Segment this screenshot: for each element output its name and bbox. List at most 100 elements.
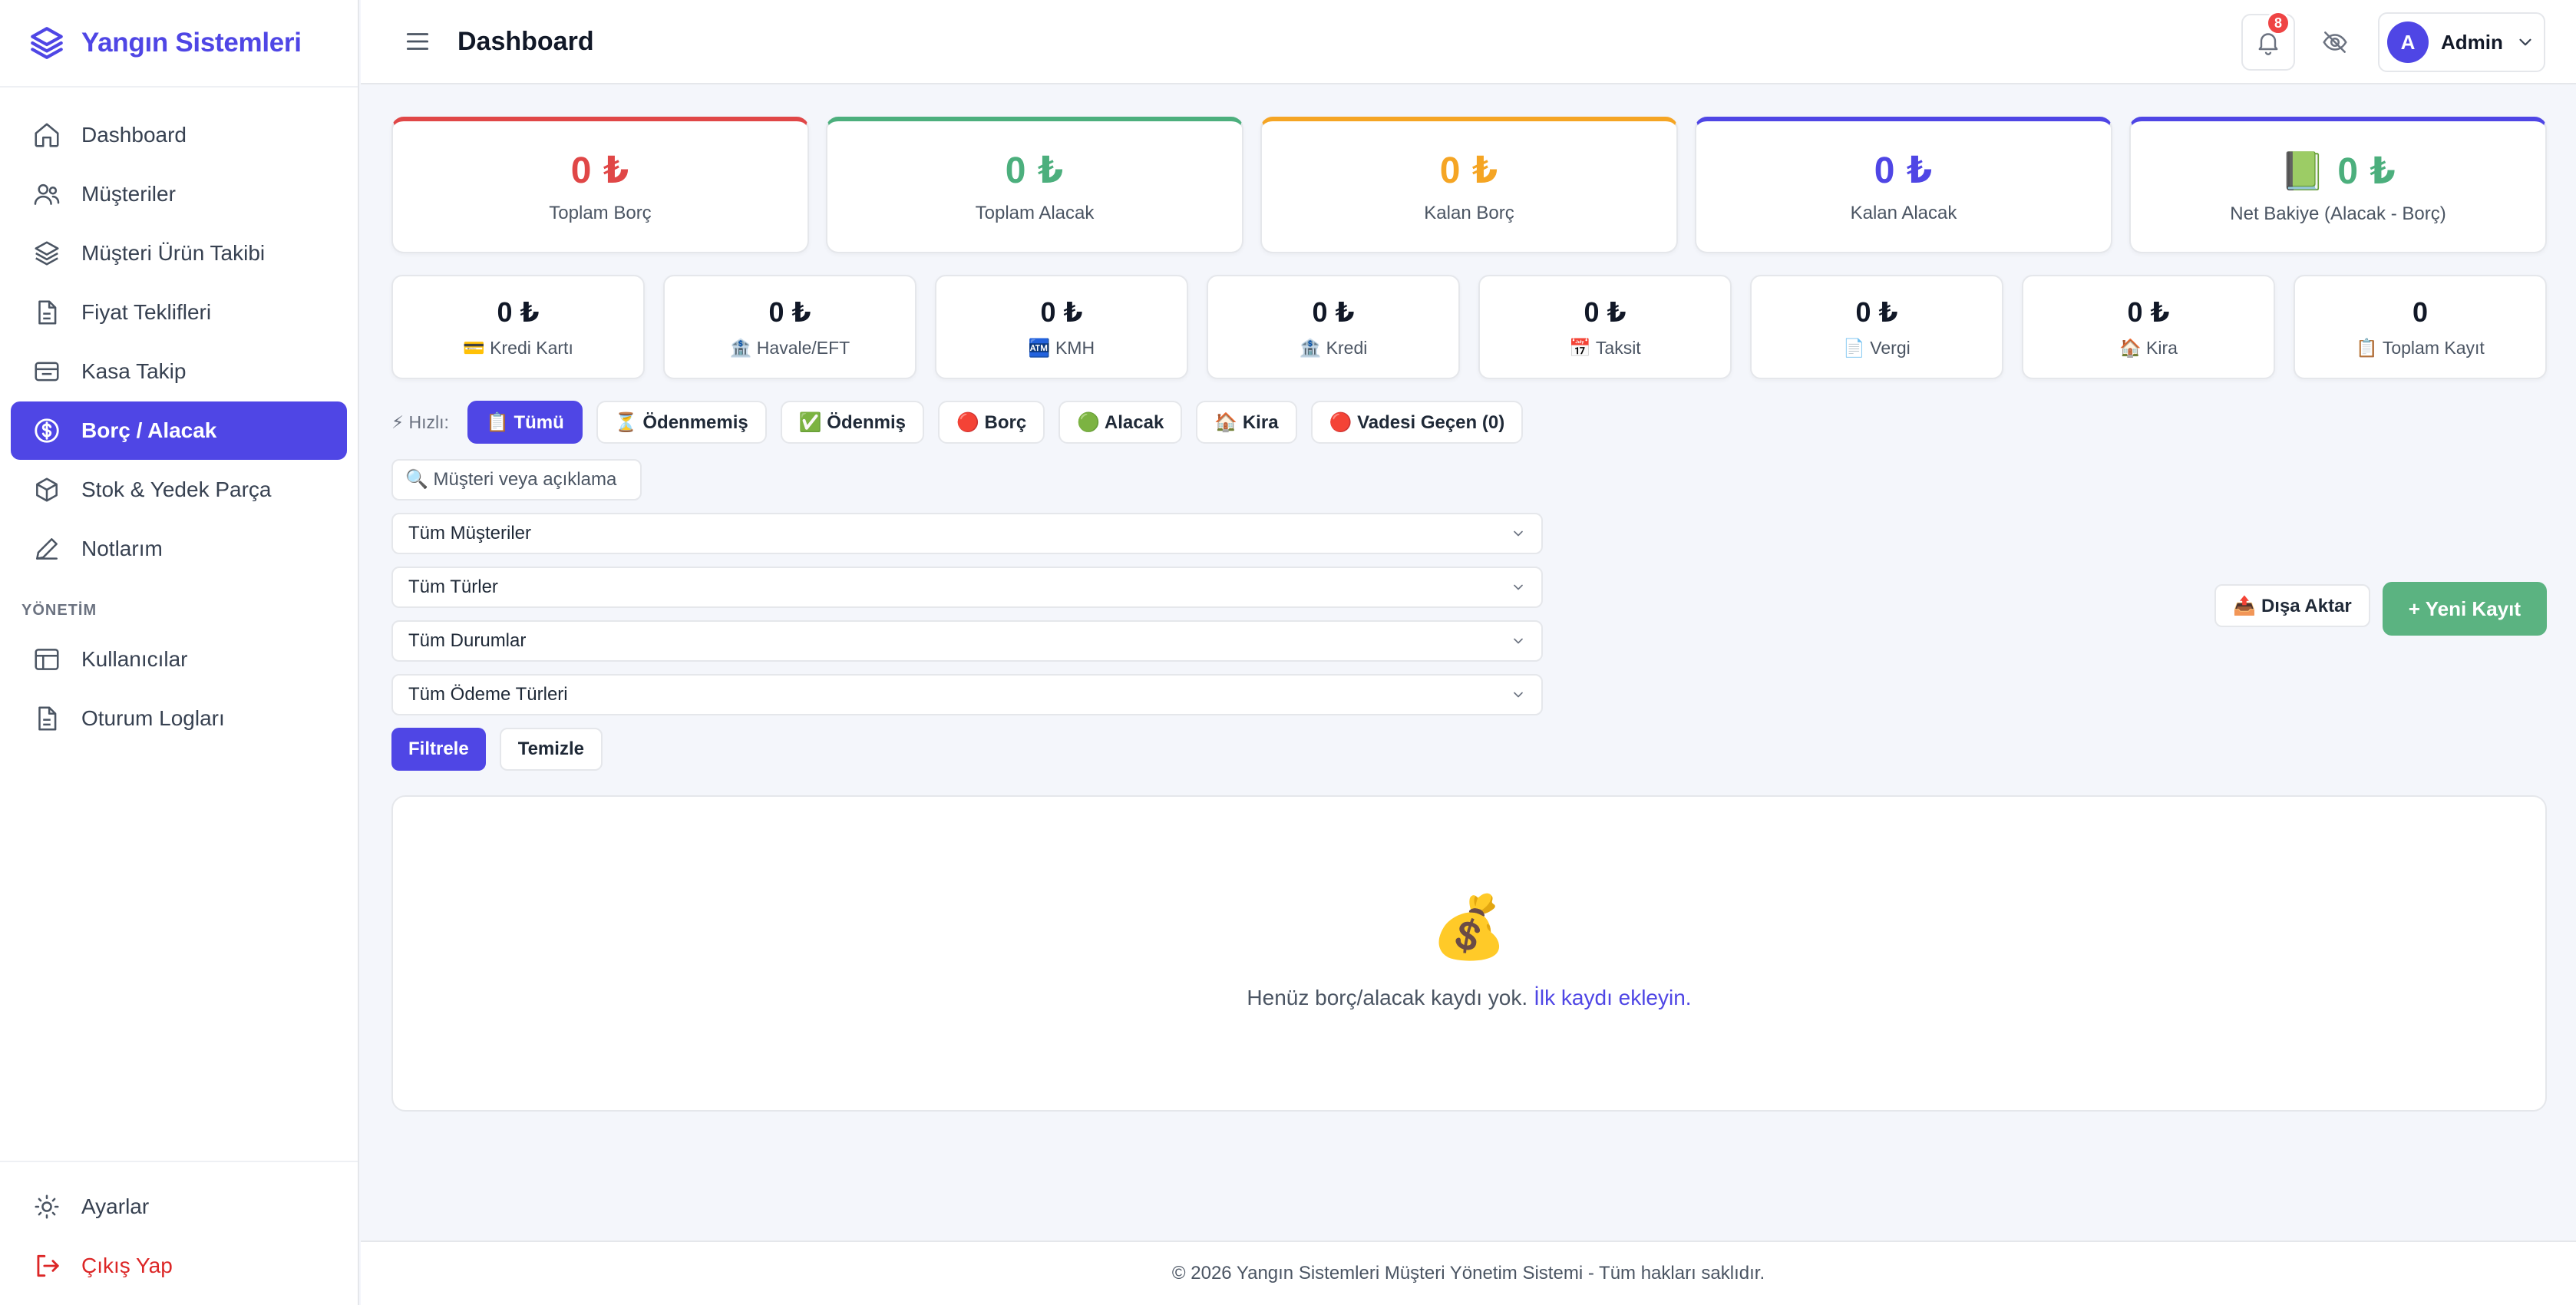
quick-filter-unpaid[interactable]: ⏳ Ödenmemiş [596, 401, 767, 444]
type-select[interactable]: Tüm Türler [391, 567, 1543, 608]
main-content: 0 ₺ Toplam Borç 0 ₺ Toplam Alacak 0 ₺ Ka… [391, 117, 2547, 1112]
mini-stat-rent: 0 ₺ 🏠 Kira [2022, 275, 2275, 379]
sidebar-item-session-logs[interactable]: Oturum Logları [11, 689, 347, 748]
quick-filter-rent[interactable]: 🏠 Kira [1196, 401, 1297, 444]
cashbox-icon [32, 357, 61, 386]
filter-button[interactable]: Filtrele [391, 728, 486, 771]
stat-value: 0 ₺ [1439, 150, 1499, 191]
stat-value: 0 ₺ [1005, 150, 1065, 191]
quick-filter-paid[interactable]: ✅ Ödenmiş [780, 401, 924, 444]
sidebar-item-notes[interactable]: Notlarım [11, 520, 347, 578]
brand-name: Yangın Sistemleri [81, 28, 302, 58]
sidebar-item-dashboard[interactable]: Dashboard [11, 106, 347, 164]
mini-stat-value: 0 ₺ [1312, 296, 1355, 328]
mini-stat-value: 0 ₺ [1584, 296, 1627, 328]
quick-filter-overdue[interactable]: 🔴 Vadesi Geçen (0) [1310, 401, 1524, 444]
stat-card-total-debt: 0 ₺ Toplam Borç [391, 117, 809, 253]
sidebar-item-customers[interactable]: Müşteriler [11, 165, 347, 223]
sidebar-item-label: Notlarım [81, 537, 163, 560]
mini-stat-transfer: 0 ₺ 🏦 Havale/EFT [663, 275, 916, 379]
notifications-button[interactable]: 8 [2241, 11, 2295, 71]
add-first-record-link[interactable]: İlk kaydı ekleyin. [1534, 986, 1692, 1009]
quick-filters-label: ⚡ Hızlı: [391, 411, 449, 432]
mini-stat-label: 📄 Vergi [1843, 337, 1911, 358]
sidebar-section-title: YÖNETİM [21, 602, 97, 619]
logout-icon [32, 1251, 61, 1280]
brand[interactable]: Yangın Sistemleri [0, 0, 358, 88]
mini-stat-label: 🏧 KMH [1028, 337, 1095, 358]
sidebar-item-settings[interactable]: Ayarlar [11, 1178, 347, 1236]
page-title: Dashboard [457, 26, 594, 56]
sidebar-item-label: Müşteriler [81, 182, 176, 206]
hide-values-button[interactable] [2312, 19, 2358, 65]
select-value: Tüm Durumlar [408, 630, 527, 651]
sidebar-item-label: Dashboard [81, 123, 187, 147]
chevron-down-icon [1511, 687, 1526, 702]
sidebar-item-stock[interactable]: Stok & Yedek Parça [11, 461, 347, 519]
quick-filter-all[interactable]: 📋 Tümü [467, 401, 583, 444]
notification-count-badge: 8 [2266, 11, 2290, 35]
header-actions: 8 A Admin [2241, 11, 2545, 72]
sidebar-item-quotes[interactable]: Fiyat Teklifleri [11, 283, 347, 342]
mini-stat-value: 0 ₺ [1855, 296, 1898, 328]
stat-card-total-credit: 0 ₺ Toplam Alacak [826, 117, 1243, 253]
sidebar-item-logout[interactable]: Çıkış Yap [11, 1237, 347, 1295]
status-select[interactable]: Tüm Durumlar [391, 620, 1543, 662]
bell-icon [2254, 28, 2282, 56]
mini-stat-value: 0 ₺ [768, 296, 811, 328]
mini-stat-tax: 0 ₺ 📄 Vergi [1750, 275, 2003, 379]
sidebar-item-label: Çıkış Yap [81, 1254, 173, 1277]
sidebar-item-label: Müşteri Ürün Takibi [81, 241, 266, 265]
user-menu[interactable]: A Admin [2378, 12, 2545, 72]
stat-value: 0 ₺ [1874, 150, 1934, 191]
dollar-circle-icon [32, 416, 61, 445]
mini-stat-label: 💳 Kredi Kartı [463, 337, 573, 358]
stat-label: Kalan Alacak [1850, 203, 1957, 223]
sun-gear-icon [32, 1192, 61, 1221]
filter-form: Tüm Müşteriler Tüm Türler Tüm Durumlar T… [391, 459, 2547, 771]
record-actions: 📤 Dışa Aktar + Yeni Kayıt [2214, 576, 2547, 636]
avatar: A [2387, 21, 2429, 63]
records-empty-state: 💰 Henüz borç/alacak kaydı yok. İlk kaydı … [391, 795, 2547, 1112]
payment-type-stats: 0 ₺ 💳 Kredi Kartı 0 ₺ 🏦 Havale/EFT 0 ₺ 🏧… [391, 275, 2547, 379]
layers-icon [32, 239, 61, 268]
new-record-button[interactable]: + Yeni Kayıt [2382, 582, 2547, 636]
payment-type-select[interactable]: Tüm Ödeme Türleri [391, 674, 1543, 715]
file-icon [32, 298, 61, 327]
sidebar-item-cash[interactable]: Kasa Takip [11, 342, 347, 401]
chevron-down-icon [1511, 526, 1526, 541]
stat-value: 0 ₺ [570, 150, 630, 191]
empty-state-message: Henüz borç/alacak kaydı yok. [1247, 986, 1528, 1009]
sidebar-item-product-tracking[interactable]: Müşteri Ürün Takibi [11, 224, 347, 282]
customer-select[interactable]: Tüm Müşteriler [391, 513, 1543, 554]
sidebar-nav: Dashboard Müşteriler Müşteri Ürün Takibi… [0, 88, 358, 748]
sidebar-item-label: Ayarlar [81, 1194, 150, 1218]
stat-label: Toplam Alacak [975, 203, 1095, 223]
sidebar-item-label: Kasa Takip [81, 359, 187, 383]
clear-button[interactable]: Temizle [499, 728, 603, 771]
footer: © 2026 Yangın Sistemleri Müşteri Yönetim… [361, 1241, 2576, 1305]
mini-stat-value: 0 [2412, 296, 2429, 328]
sidebar-item-debt-credit[interactable]: Borç / Alacak [11, 401, 347, 460]
sidebar-item-label: Kullanıcılar [81, 647, 188, 671]
search-input[interactable] [391, 459, 642, 501]
quick-filter-debt[interactable]: 🔴 Borç [938, 401, 1045, 444]
stat-card-remaining-debt: 0 ₺ Kalan Borç [1260, 117, 1678, 253]
home-icon [32, 121, 61, 150]
hamburger-menu-icon[interactable] [401, 25, 434, 58]
quick-filter-credit[interactable]: 🟢 Alacak [1058, 401, 1183, 444]
mini-stat-value: 0 ₺ [2127, 296, 2170, 328]
export-button[interactable]: 📤 Dışa Aktar [2214, 584, 2370, 627]
document-icon [32, 704, 61, 733]
empty-state-text: Henüz borç/alacak kaydı yok. İlk kaydı ek… [1247, 986, 1691, 1010]
top-header: Dashboard 8 A Admin [361, 0, 2576, 84]
sidebar-item-label: Stok & Yedek Parça [81, 477, 272, 501]
sidebar-item-label: Oturum Logları [81, 706, 225, 730]
mini-stat-total-records: 0 📋 Toplam Kayıt [2294, 275, 2547, 379]
stat-value: 📗 0 ₺ [2280, 150, 2396, 192]
select-value: Tüm Müşteriler [408, 523, 532, 543]
sidebar: Yangın Sistemleri Dashboard Müşteriler M… [0, 0, 359, 1305]
sidebar-item-users[interactable]: Kullanıcılar [11, 630, 347, 689]
mini-stat-value: 0 ₺ [1040, 296, 1083, 328]
chevron-down-icon [2515, 32, 2535, 52]
